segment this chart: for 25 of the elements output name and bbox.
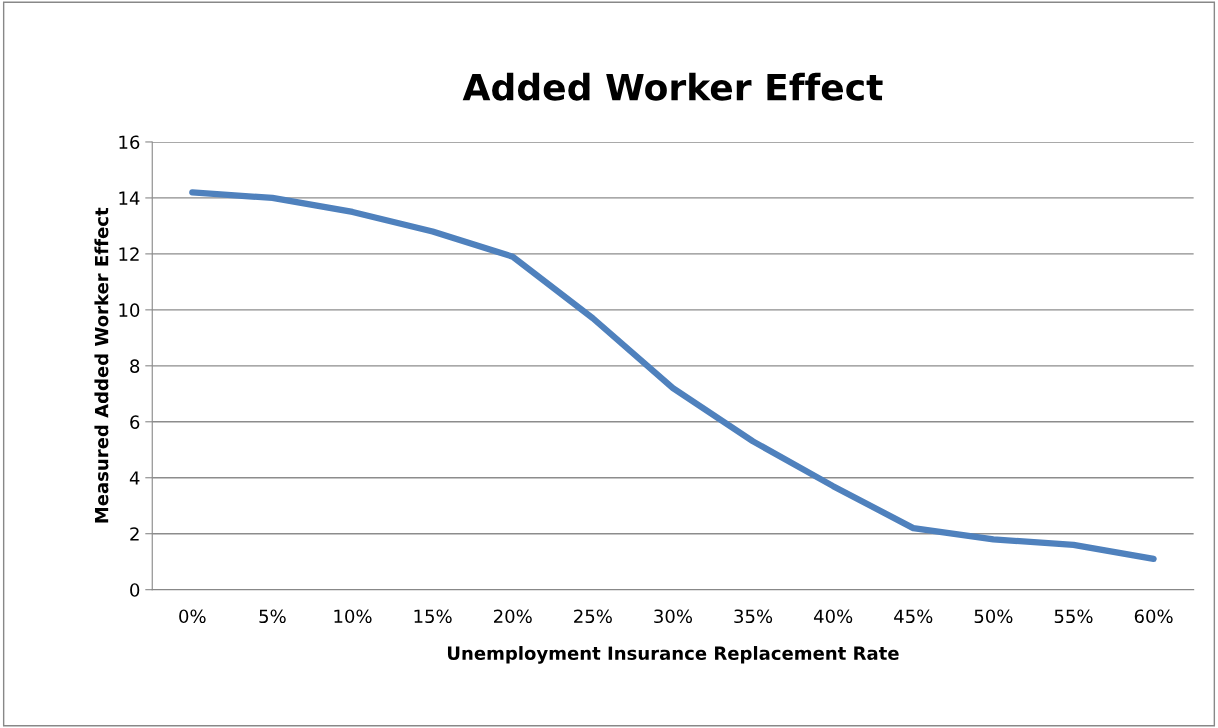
y-tick-label: 6	[130, 415, 140, 429]
y-tick-label: 8	[130, 359, 140, 373]
x-tick-label: 45%	[894, 609, 933, 624]
x-tick-label: 15%	[414, 609, 452, 624]
y-tick-label: 16	[119, 135, 140, 150]
y-tick-label: 4	[129, 471, 140, 485]
x-tick-label: 30%	[654, 609, 693, 624]
y-tick-label: 0	[130, 583, 140, 597]
x-tick-label: 40%	[813, 609, 853, 624]
x-tick-label: 0%	[179, 609, 206, 624]
x-axis-title: Unemployment Insurance Replacement Rate	[447, 646, 899, 664]
y-tick-label: 2	[130, 527, 139, 541]
chart-title: Added Worker Effect	[462, 72, 883, 101]
x-tick-label: 50%	[974, 609, 1013, 624]
y-tick-label: 12	[119, 247, 139, 261]
x-tick-label: 10%	[334, 609, 372, 624]
y-axis-title: Measured Added Worker Effect	[94, 207, 109, 523]
x-tick-label: 20%	[493, 609, 532, 624]
x-tick-label: 55%	[1054, 609, 1093, 624]
x-tick-label: 25%	[574, 609, 612, 624]
x-tick-label: 35%	[734, 609, 773, 624]
x-tick-label: 5%	[259, 609, 286, 624]
x-tick-label: 60%	[1134, 609, 1173, 624]
y-tick-label: 10	[119, 303, 140, 317]
y-tick-label: 14	[119, 191, 140, 205]
